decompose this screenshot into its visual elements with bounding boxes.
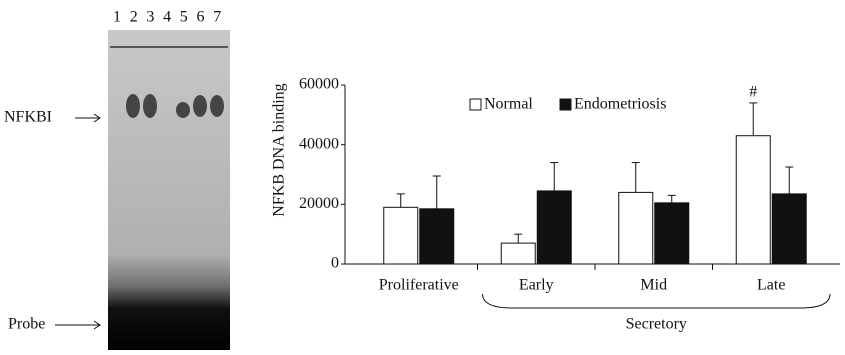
bar [501, 243, 535, 264]
x-tick-label: Mid [640, 277, 667, 294]
lane-number: 1 [113, 9, 121, 26]
band-label: NFKBI [4, 109, 52, 126]
bar [655, 203, 689, 264]
x-tick-label: Late [757, 277, 785, 294]
y-tick-label: 20000 [299, 195, 339, 212]
figure: NFKBI Probe NFKB DNA binding 1234567 0 200… [0, 0, 845, 350]
lane-number: 4 [163, 9, 171, 26]
lane-number: 3 [146, 9, 154, 26]
bar [384, 207, 418, 264]
legend-label: Normal [484, 96, 533, 113]
legend-swatch [560, 99, 571, 110]
bar [537, 191, 571, 264]
bar [619, 192, 653, 264]
lane-number: 6 [197, 9, 205, 26]
y-tick-label: 40000 [299, 135, 339, 152]
bar [736, 136, 770, 264]
legend-label: Endometriosis [574, 96, 666, 113]
arrow [55, 321, 100, 329]
gel-image [108, 30, 230, 350]
bar [772, 194, 806, 264]
x-tick-label: Early [519, 277, 554, 294]
annotation: # [749, 84, 757, 101]
legend-swatch [470, 99, 481, 110]
arrow [75, 114, 100, 122]
lane-number: 5 [180, 9, 188, 26]
y-tick-label: 60000 [299, 76, 339, 93]
lane-number: 2 [130, 9, 138, 26]
bar [420, 209, 454, 264]
probe-label: Probe [8, 316, 45, 333]
lane-number: 7 [213, 9, 221, 26]
x-tick-label: Proliferative [379, 277, 459, 294]
y-tick-label: 0 [331, 255, 339, 272]
y-axis-label: NFKB DNA binding [271, 83, 288, 216]
group-bracket [483, 294, 831, 308]
group-label: Secretory [626, 316, 687, 333]
